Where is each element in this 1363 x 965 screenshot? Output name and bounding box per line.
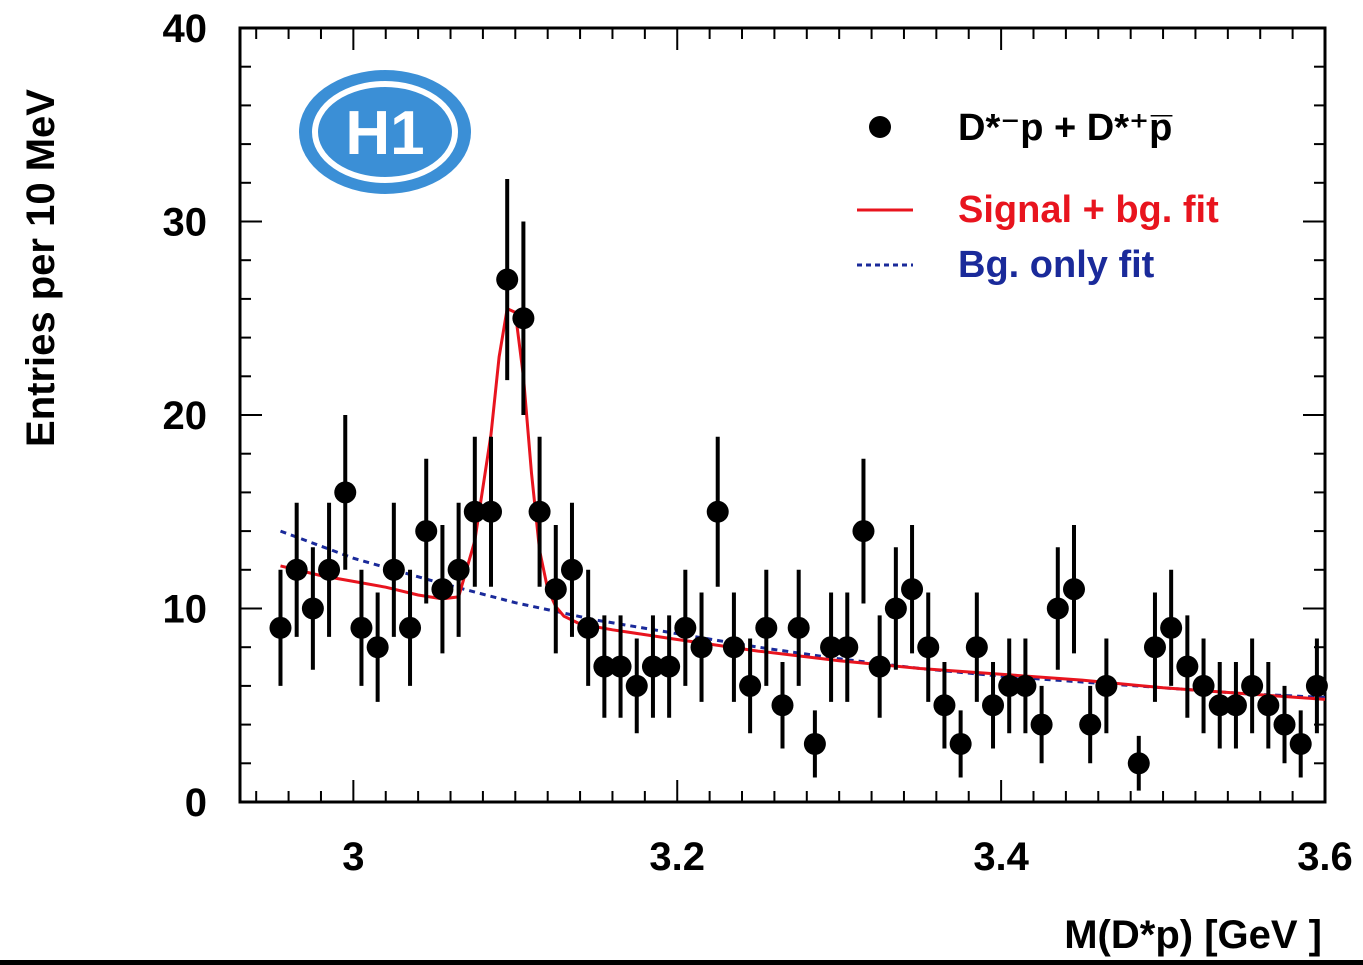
- x-tick-label: 3.6: [1297, 835, 1353, 879]
- data-point: [1241, 674, 1264, 697]
- data-point: [674, 616, 697, 639]
- y-axis-title: Entries per 10 MeV: [19, 89, 63, 447]
- data-point: [512, 307, 535, 330]
- data-point: [917, 636, 940, 659]
- data-point: [593, 655, 616, 678]
- data-point: [1289, 732, 1312, 755]
- data-point: [1079, 713, 1102, 736]
- data-point: [868, 655, 891, 678]
- data-point: [787, 616, 810, 639]
- legend-data-marker: [869, 116, 891, 138]
- data-point: [1062, 578, 1085, 601]
- data-point: [577, 616, 600, 639]
- data-point: [982, 694, 1005, 717]
- data-point: [852, 520, 875, 543]
- y-tick-label: 40: [163, 7, 208, 51]
- data-point: [884, 597, 907, 620]
- data-point: [350, 616, 373, 639]
- data-point: [560, 558, 583, 581]
- data-point: [544, 578, 567, 601]
- data-point: [431, 578, 454, 601]
- data-point: [625, 674, 648, 697]
- y-tick-label: 20: [163, 394, 208, 438]
- data-point: [1046, 597, 1069, 620]
- data-point: [1014, 674, 1037, 697]
- data-point: [269, 616, 292, 639]
- data-point: [1030, 713, 1053, 736]
- data-point: [1305, 674, 1328, 697]
- data-point: [382, 558, 405, 581]
- data-point: [301, 597, 324, 620]
- legend-data-label: D*⁻p + D*⁺p̅: [958, 107, 1173, 149]
- data-point: [528, 500, 551, 523]
- data-point: [739, 674, 762, 697]
- data-point: [496, 268, 519, 291]
- data-point: [771, 694, 794, 717]
- data-point: [1160, 616, 1183, 639]
- data-point: [820, 636, 843, 659]
- legend-signal-label: Signal + bg. fit: [958, 189, 1219, 231]
- data-point: [1176, 655, 1199, 678]
- data-point: [318, 558, 341, 581]
- data-point: [1273, 713, 1296, 736]
- data-point: [641, 655, 664, 678]
- data-point: [447, 558, 470, 581]
- data-point: [609, 655, 632, 678]
- data-point: [1192, 674, 1215, 697]
- data-point: [706, 500, 729, 523]
- x-tick-label: 3.2: [649, 835, 705, 879]
- data-point: [998, 674, 1021, 697]
- y-tick-label: 0: [185, 781, 207, 825]
- data-point: [658, 655, 681, 678]
- data-point: [1208, 694, 1231, 717]
- data-point: [949, 732, 972, 755]
- data-point: [1257, 694, 1280, 717]
- data-point: [463, 500, 486, 523]
- h1-logo: H1: [299, 70, 471, 194]
- data-point: [722, 636, 745, 659]
- x-tick-label: 3: [342, 835, 364, 879]
- y-tick-label: 10: [163, 588, 208, 632]
- data-point: [1224, 694, 1247, 717]
- data-point: [933, 694, 956, 717]
- data-point: [690, 636, 713, 659]
- data-point: [480, 500, 503, 523]
- data-point: [755, 616, 778, 639]
- data-point: [415, 520, 438, 543]
- data-point: [399, 616, 422, 639]
- data-point: [965, 636, 988, 659]
- data-point: [366, 636, 389, 659]
- data-point: [1127, 752, 1150, 775]
- x-tick-label: 3.4: [973, 835, 1029, 879]
- legend-bg-label: Bg. only fit: [958, 244, 1155, 286]
- data-point: [1143, 636, 1166, 659]
- data-point: [334, 481, 357, 504]
- data-point: [836, 636, 859, 659]
- y-tick-label: 30: [163, 201, 208, 245]
- data-point: [901, 578, 924, 601]
- x-axis-title: M(D*p) [GeV ]: [1064, 913, 1322, 957]
- h1-logo-text: H1: [345, 99, 424, 168]
- data-point: [1095, 674, 1118, 697]
- data-point: [803, 732, 826, 755]
- data-point: [285, 558, 308, 581]
